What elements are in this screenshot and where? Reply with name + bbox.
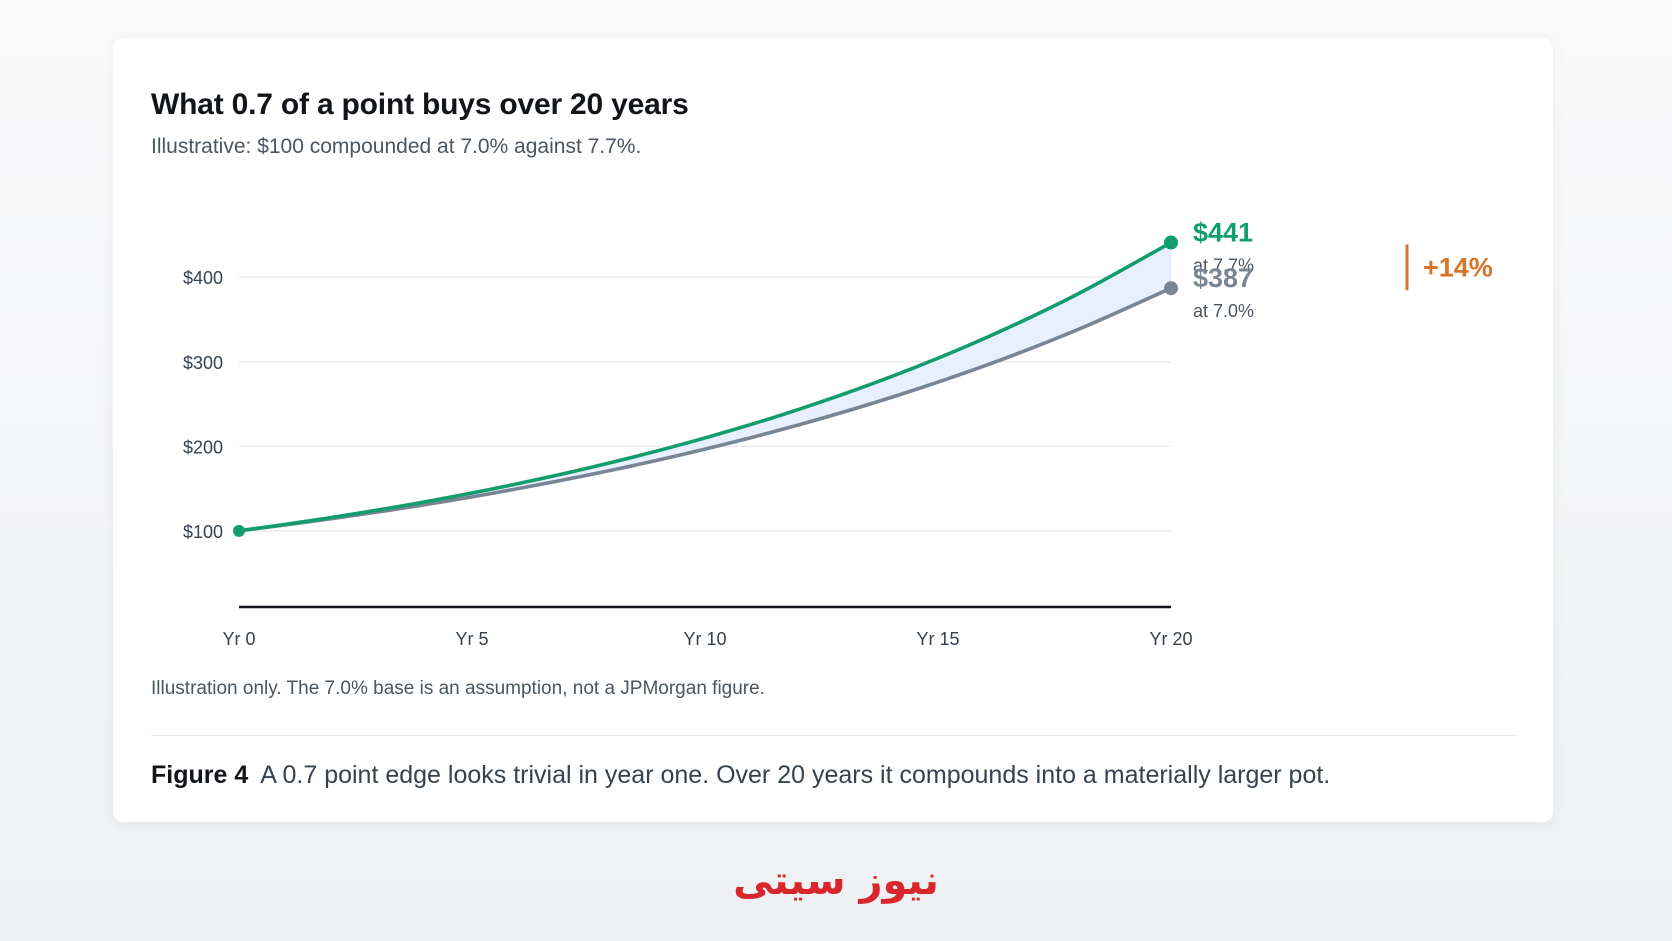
x-tick-label: Yr 10 xyxy=(683,629,726,649)
compound-growth-chart: $100 $200 $300 $400 Yr 0 Yr 5 Yr 10 Yr 15 Yr 20 $… xyxy=(183,218,1493,649)
end-point-7-7-percent xyxy=(1164,235,1178,250)
end-rate-label: at 7.0% xyxy=(1193,301,1254,321)
end-value-label: $441 xyxy=(1193,218,1253,248)
chart-note: Illustration only. The 7.0% base is an a… xyxy=(151,678,765,699)
figure-number: Figure 4 xyxy=(151,761,249,789)
end-value-label: $387 xyxy=(1193,263,1253,293)
y-tick-label: $300 xyxy=(183,353,223,373)
end-point-7-0-percent xyxy=(1164,281,1178,296)
x-tick-label: Yr 15 xyxy=(916,629,959,649)
figure-caption: Figure 4 A 0.7 point edge looks trivial i… xyxy=(151,761,1330,790)
site-logo: نیوز سیتی xyxy=(733,858,939,904)
y-tick-label: $400 xyxy=(183,268,223,288)
series-line-7-0-percent xyxy=(237,286,1173,533)
start-point xyxy=(233,524,245,537)
chart-subtitle: Illustrative: $100 compounded at 7.0% ag… xyxy=(151,135,642,158)
difference-label: +14% xyxy=(1423,252,1493,282)
difference-band xyxy=(239,242,1171,531)
x-tick-label: Yr 5 xyxy=(455,629,488,649)
figure-card: What 0.7 of a point buys over 20 years I… xyxy=(113,38,1553,822)
end-rate-label: at 7.7% xyxy=(1193,256,1254,276)
figure-caption-text: A 0.7 point edge looks trivial in year o… xyxy=(260,761,1331,789)
x-tick-label: Yr 0 xyxy=(222,629,255,649)
y-tick-label: $200 xyxy=(183,437,223,457)
x-tick-label: Yr 20 xyxy=(1149,629,1192,649)
y-tick-label: $100 xyxy=(183,522,223,542)
series-line-7-7-percent xyxy=(237,240,1173,533)
caption-divider xyxy=(151,735,1515,736)
chart-title: What 0.7 of a point buys over 20 years xyxy=(151,88,689,121)
